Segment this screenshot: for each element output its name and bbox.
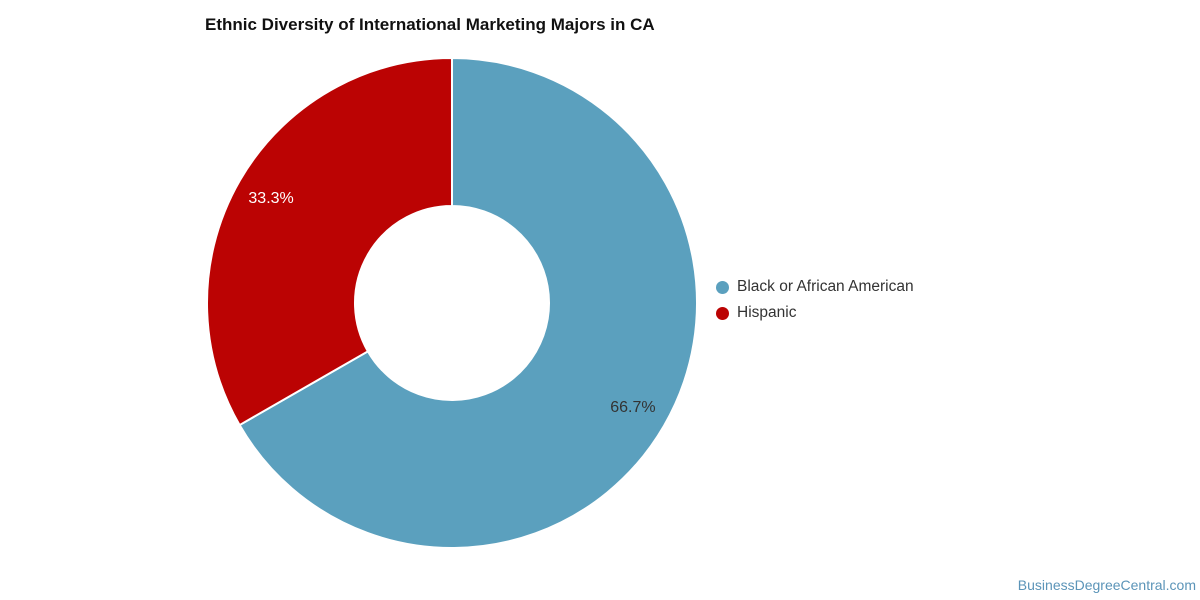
legend-label: Black or African American xyxy=(737,278,914,295)
legend-swatch-icon xyxy=(716,280,729,294)
legend-item-black-or-african-american[interactable]: Black or African American xyxy=(716,274,914,300)
legend: Black or African American Hispanic xyxy=(716,274,914,326)
slice-percentage-label: 66.7% xyxy=(610,399,655,416)
slice-percentage-label: 33.3% xyxy=(248,190,293,207)
chart-title: Ethnic Diversity of International Market… xyxy=(205,15,655,34)
legend-item-hispanic[interactable]: Hispanic xyxy=(716,300,914,326)
legend-label: Hispanic xyxy=(737,304,797,321)
legend-swatch-icon xyxy=(716,306,729,320)
watermark-link[interactable]: BusinessDegreeCentral.com xyxy=(1017,577,1196,593)
pie-slice-black-or-african-american[interactable] xyxy=(238,58,697,548)
donut-chart: 66.7% 33.3% xyxy=(207,58,697,548)
pie-slice-hispanic[interactable] xyxy=(207,58,453,427)
